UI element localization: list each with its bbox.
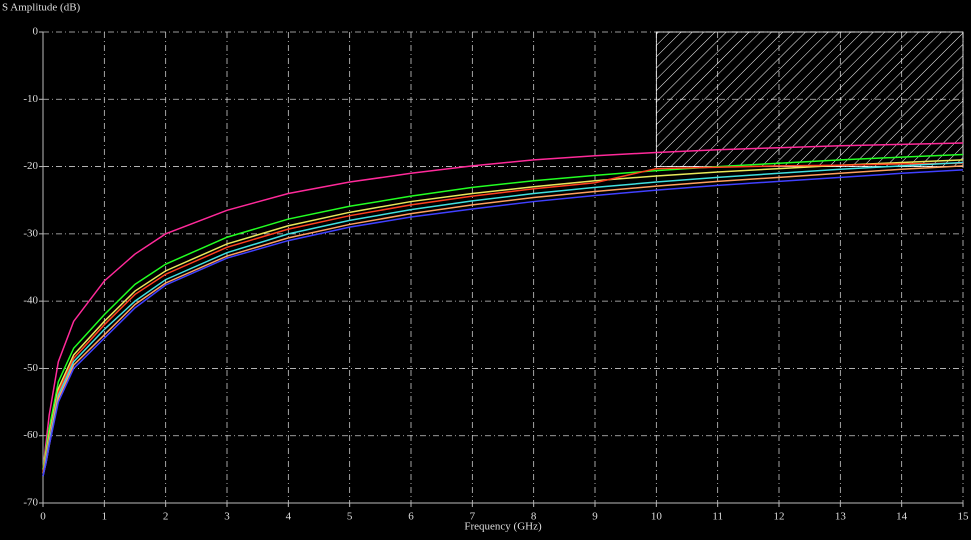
x-tick-label: 7 bbox=[470, 511, 476, 523]
series-line bbox=[42, 169, 964, 477]
x-tick-label: 5 bbox=[347, 511, 353, 523]
x-tick-label: 8 bbox=[531, 511, 537, 523]
x-tick-label: 4 bbox=[286, 511, 292, 523]
x-tick-label: 2 bbox=[163, 511, 169, 523]
y-tick-label: -40 bbox=[23, 295, 38, 307]
series-line bbox=[42, 142, 964, 470]
x-tick-label: 0 bbox=[40, 511, 46, 523]
series-line bbox=[42, 165, 964, 477]
y-tick-label: -30 bbox=[23, 227, 38, 239]
x-tick-label: 1 bbox=[102, 511, 108, 523]
series-line bbox=[42, 159, 964, 473]
y-tick-label: -20 bbox=[23, 160, 38, 172]
y-tick-label: -70 bbox=[23, 497, 38, 509]
y-tick-label: 0 bbox=[33, 26, 39, 38]
y-tick-label: -50 bbox=[23, 362, 38, 374]
x-tick-label: 9 bbox=[592, 511, 598, 523]
x-axis-label: Frequency (GHz) bbox=[464, 521, 542, 533]
x-tick-label: 11 bbox=[712, 511, 723, 523]
x-tick-label: 3 bbox=[224, 511, 230, 523]
x-tick-label: 6 bbox=[408, 511, 414, 523]
x-tick-label: 12 bbox=[774, 511, 785, 523]
x-tick-label: 13 bbox=[835, 511, 847, 523]
series-line bbox=[42, 161, 964, 477]
chart-title: S Amplitude (dB) bbox=[2, 2, 81, 14]
x-tick-label: 15 bbox=[958, 511, 970, 523]
y-tick-label: -60 bbox=[23, 429, 38, 441]
x-tick-label: 14 bbox=[896, 511, 908, 523]
y-tick-label: -10 bbox=[23, 93, 38, 105]
x-tick-label: 10 bbox=[651, 511, 663, 523]
series-line bbox=[42, 153, 964, 470]
series-line bbox=[42, 162, 964, 473]
